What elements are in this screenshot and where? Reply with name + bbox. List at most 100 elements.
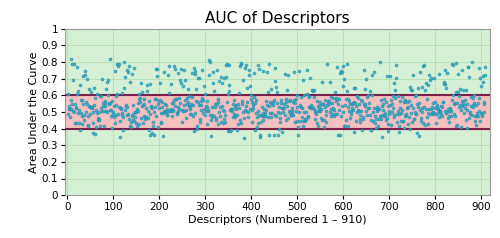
Point xyxy=(176,107,184,111)
Point xyxy=(75,108,83,112)
Point xyxy=(272,114,280,118)
Point xyxy=(220,109,228,113)
Point xyxy=(204,108,212,112)
Point xyxy=(282,118,290,122)
Point xyxy=(138,116,145,120)
Point xyxy=(157,120,165,124)
Point xyxy=(432,104,440,107)
Point xyxy=(230,98,237,102)
Point xyxy=(302,117,310,121)
Point xyxy=(423,97,431,101)
Point xyxy=(442,86,450,89)
Point xyxy=(132,110,140,114)
Point xyxy=(264,115,272,119)
Point xyxy=(414,102,422,105)
Point xyxy=(270,133,278,137)
Point xyxy=(119,129,127,132)
Point xyxy=(172,104,179,108)
Point xyxy=(121,75,129,79)
Point xyxy=(67,58,75,61)
Point xyxy=(110,115,118,119)
Point xyxy=(186,112,194,116)
Point xyxy=(390,113,398,117)
Point xyxy=(306,76,314,79)
Point xyxy=(218,81,226,85)
Point xyxy=(468,113,476,117)
Point xyxy=(366,113,374,117)
Point xyxy=(165,64,173,68)
Point xyxy=(473,114,481,117)
Point xyxy=(332,96,340,100)
Point xyxy=(296,105,304,109)
Point xyxy=(470,93,478,97)
Point xyxy=(156,98,164,102)
Point xyxy=(241,108,249,112)
Point xyxy=(76,98,84,102)
Point xyxy=(286,98,294,102)
Point xyxy=(76,83,84,86)
Point xyxy=(232,103,240,106)
Point xyxy=(414,87,422,90)
Point xyxy=(254,63,262,67)
Point xyxy=(312,112,320,116)
X-axis label: Descriptors (Numbered 1 – 910): Descriptors (Numbered 1 – 910) xyxy=(188,215,367,225)
Point xyxy=(235,91,243,95)
Point xyxy=(182,108,190,111)
Point xyxy=(72,105,80,109)
Point xyxy=(74,65,82,69)
Point xyxy=(444,108,452,111)
Point xyxy=(228,107,236,111)
Point xyxy=(138,121,146,125)
Point xyxy=(88,107,96,110)
Point xyxy=(406,85,413,89)
Point xyxy=(220,117,228,121)
Point xyxy=(131,110,139,114)
Point xyxy=(123,105,131,109)
Point xyxy=(294,133,302,137)
Point xyxy=(410,117,418,120)
Point xyxy=(106,101,114,105)
Point xyxy=(470,105,478,109)
Point xyxy=(104,110,112,114)
Point xyxy=(404,123,412,126)
Point xyxy=(174,71,182,74)
Point xyxy=(349,101,357,104)
Point xyxy=(80,119,88,122)
Point xyxy=(149,120,157,124)
Point xyxy=(207,134,215,138)
Point xyxy=(395,112,403,116)
Point xyxy=(324,99,332,103)
Point xyxy=(480,100,488,104)
Point xyxy=(232,115,239,119)
Point xyxy=(422,115,430,119)
Point xyxy=(222,62,230,66)
Point xyxy=(342,103,349,107)
Point xyxy=(443,111,451,114)
Point xyxy=(458,104,466,108)
Point xyxy=(476,76,484,80)
Point xyxy=(286,113,294,117)
Point xyxy=(122,104,130,108)
Point xyxy=(136,100,144,104)
Point xyxy=(136,122,143,125)
Point xyxy=(198,108,205,112)
Point xyxy=(126,124,134,128)
Point xyxy=(222,113,230,117)
Point xyxy=(186,105,194,109)
Point xyxy=(287,113,295,116)
Point xyxy=(410,73,418,77)
Point xyxy=(93,111,101,115)
Point xyxy=(329,96,337,99)
Point xyxy=(378,135,386,139)
Point xyxy=(226,108,234,112)
Point xyxy=(346,116,354,120)
Point xyxy=(240,116,248,120)
Point xyxy=(474,109,482,113)
Point xyxy=(288,109,296,113)
Point xyxy=(326,80,334,84)
Point xyxy=(260,114,268,118)
Point xyxy=(108,108,116,112)
Point xyxy=(346,102,354,106)
Point xyxy=(369,110,377,114)
Point xyxy=(458,69,466,72)
